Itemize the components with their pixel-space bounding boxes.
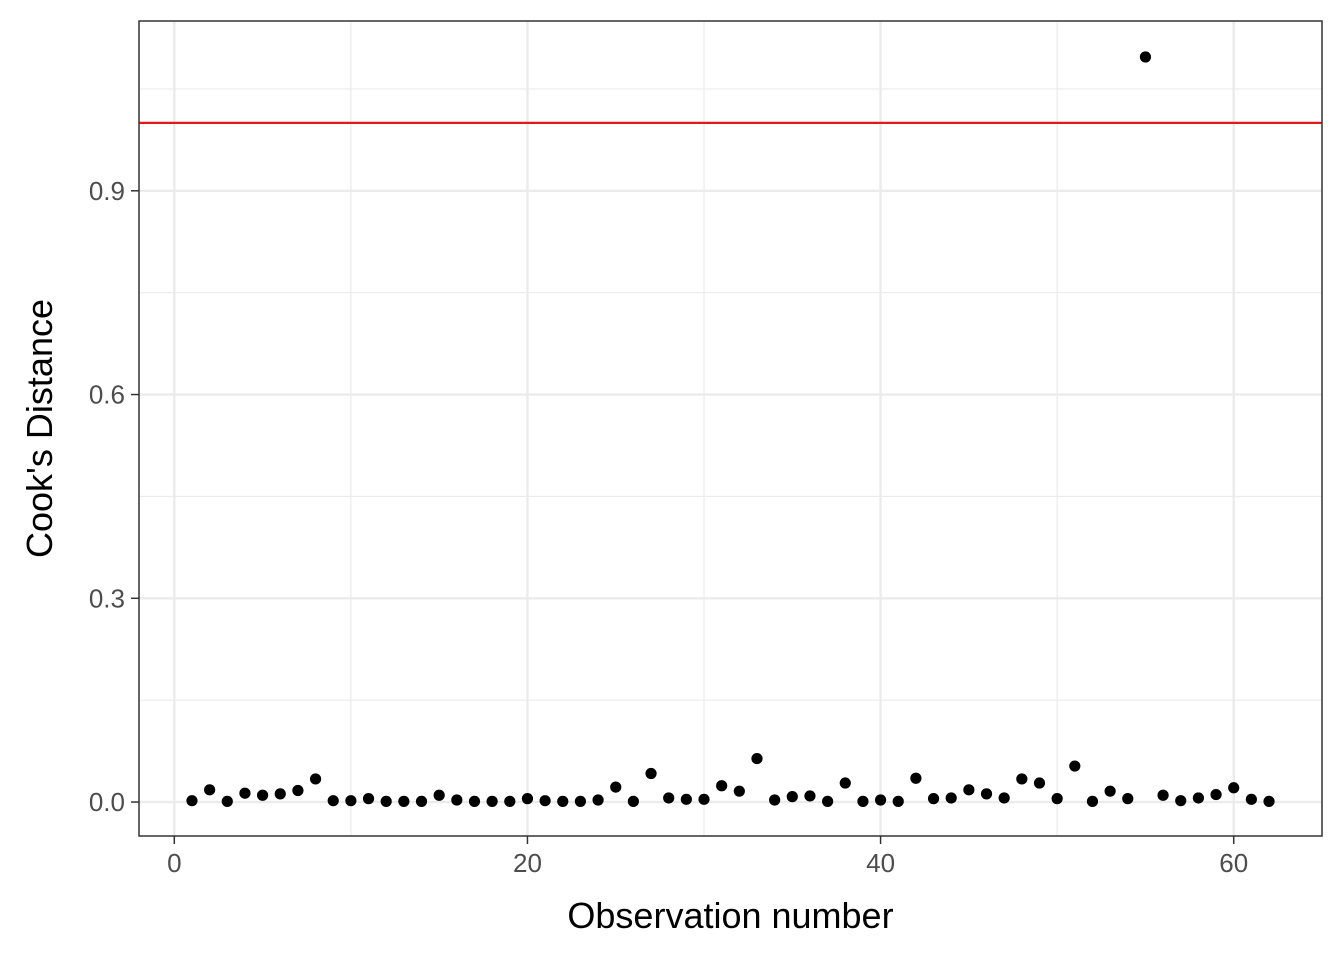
data-point — [786, 791, 798, 803]
data-point — [345, 795, 357, 807]
data-point — [274, 788, 286, 800]
y-axis-ticks: 0.0 0.3 0.6 0.9 — [89, 176, 139, 817]
data-point — [239, 787, 251, 799]
data-point — [733, 785, 745, 797]
y-tick-label: 0.6 — [89, 380, 125, 410]
data-point — [1016, 773, 1028, 785]
data-point — [380, 795, 392, 807]
minor-gridlines — [139, 21, 1322, 836]
data-point — [415, 795, 428, 807]
data-point — [751, 752, 763, 765]
data-point — [204, 784, 216, 796]
data-point — [627, 795, 639, 807]
data-point — [645, 767, 657, 780]
data-point — [468, 795, 481, 807]
data-point — [1192, 792, 1205, 804]
data-point — [557, 795, 569, 807]
data-point — [292, 784, 304, 797]
data-point — [822, 795, 834, 807]
data-point — [857, 795, 869, 807]
data-point — [1122, 793, 1134, 805]
data-point — [1033, 777, 1046, 789]
x-tick-label: 60 — [1219, 848, 1248, 878]
data-point — [327, 795, 339, 807]
data-point — [398, 795, 410, 807]
y-tick-label: 0.0 — [89, 787, 125, 817]
data-point — [309, 773, 322, 785]
data-point — [1157, 789, 1169, 801]
data-point — [1069, 760, 1081, 772]
data-point — [698, 793, 710, 805]
plot-panel — [139, 21, 1322, 836]
data-point — [804, 790, 816, 802]
data-point — [186, 795, 198, 807]
data-point — [592, 794, 604, 806]
data-point — [1175, 795, 1187, 807]
data-point — [433, 789, 445, 801]
data-point — [998, 792, 1010, 804]
x-axis-title: Observation number — [567, 895, 893, 936]
y-tick-label: 0.9 — [89, 176, 125, 206]
data-point — [1263, 795, 1275, 807]
data-point — [980, 788, 993, 800]
data-point — [945, 792, 957, 804]
x-tick-label: 0 — [167, 848, 181, 878]
data-point — [221, 795, 233, 807]
data-point — [874, 794, 887, 806]
data-point — [1104, 785, 1116, 797]
data-point — [256, 789, 269, 801]
data-point — [927, 793, 940, 805]
data-point — [1210, 788, 1222, 801]
data-point — [486, 795, 498, 807]
data-point — [680, 793, 692, 805]
data-point — [1051, 793, 1063, 805]
data-point — [716, 780, 728, 792]
data-point — [1228, 782, 1240, 794]
y-tick-label: 0.3 — [89, 583, 125, 613]
data-point — [504, 795, 516, 807]
data-point — [910, 772, 922, 784]
data-point — [1086, 795, 1099, 807]
data-point — [362, 793, 375, 805]
data-point — [1139, 51, 1152, 63]
x-tick-label: 40 — [866, 848, 895, 878]
data-point — [769, 794, 781, 806]
data-point — [610, 781, 622, 793]
data-point — [574, 795, 587, 807]
data-points — [186, 51, 1275, 807]
data-point — [521, 793, 534, 805]
data-point — [451, 794, 463, 806]
data-point — [839, 777, 851, 789]
data-point — [892, 795, 904, 807]
x-tick-label: 20 — [513, 848, 542, 878]
data-point — [1245, 793, 1257, 805]
x-axis-ticks: 0 20 40 60 — [167, 836, 1248, 878]
data-point — [963, 784, 975, 796]
data-point — [539, 795, 551, 807]
y-axis-title: Cook's Distance — [19, 299, 60, 558]
data-point — [663, 792, 675, 804]
panel-border — [138, 20, 1323, 837]
